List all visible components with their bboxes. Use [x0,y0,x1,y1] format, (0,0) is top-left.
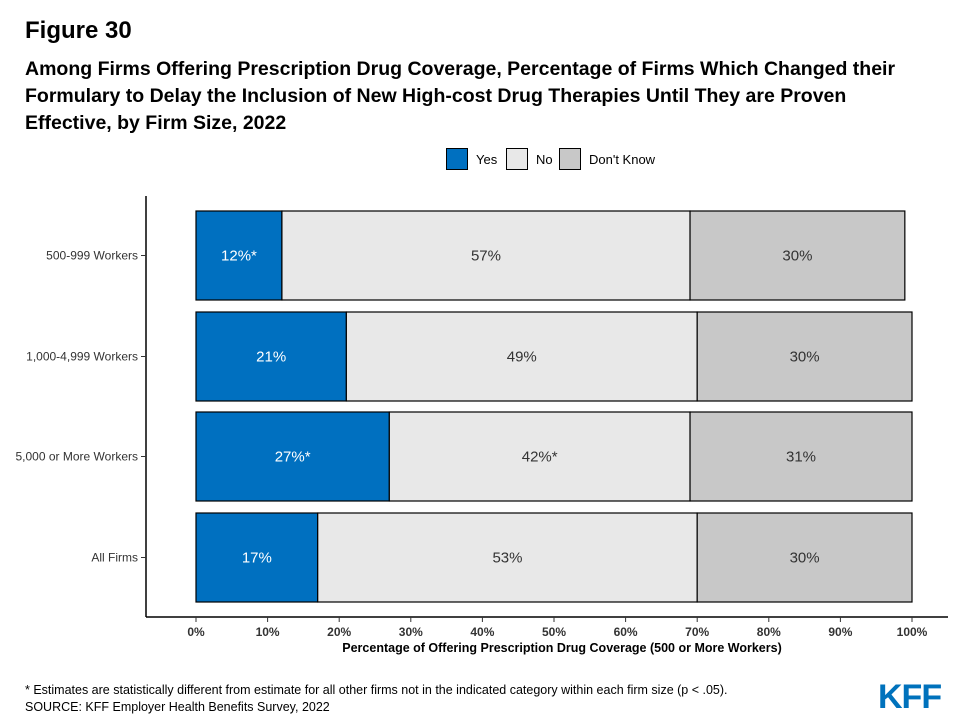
y-tick-label-1-000-4-999-workers: 1,000-4,999 Workers [26,350,138,364]
x-axis-title: Percentage of Offering Prescription Drug… [342,641,781,655]
x-tick-label: 10% [256,625,280,639]
x-tick-label: 50% [542,625,566,639]
x-tick-label: 30% [399,625,423,639]
bar-don-t-know-all-firms [696,512,913,603]
data-label-no-all-firms: 53% [492,550,522,567]
bar-no-5-000-or-more-workers [388,411,691,502]
x-tick-label: 20% [327,625,351,639]
data-label-no-5-000-or-more-workers: 42%* [522,449,558,466]
data-label-don-t-know-1-000-4-999-workers: 30% [790,349,820,366]
y-tick-label-500-999-workers: 500-999 Workers [46,249,138,263]
data-label-yes-all-firms: 17% [242,550,272,567]
title-line-3: Effective, by Firm Size, 2022 [25,112,287,134]
bar-yes-all-firms [195,512,319,603]
bar-no-500-999-workers [281,210,691,301]
footnote: * Estimates are statistically different … [25,683,728,697]
chart-legend: Yes No Don't Know [0,148,960,172]
data-label-yes-5-000-or-more-workers: 27%* [275,449,311,466]
bar-don-t-know-500-999-workers [689,210,906,301]
kff-logo: KFF [878,678,942,716]
data-label-don-t-know-500-999-workers: 30% [782,248,812,265]
data-label-don-t-know-all-firms: 30% [790,550,820,567]
x-tick-label: 90% [828,625,852,639]
bar-don-t-know-1-000-4-999-workers [696,311,913,402]
bar-yes-500-999-workers [195,210,283,301]
x-tick-label: 100% [897,625,928,639]
legend-swatch-no [506,148,528,170]
x-tick-label: 0% [187,625,205,639]
x-tick-label: 60% [614,625,638,639]
bar-no-1-000-4-999-workers [345,311,698,402]
bar-yes-5-000-or-more-workers [195,411,390,502]
bar-no-all-firms [317,512,698,603]
source-note: SOURCE: KFF Employer Health Benefits Sur… [25,700,330,714]
legend-swatch-yes [446,148,468,170]
data-label-yes-500-999-workers: 12%* [221,248,257,265]
data-label-no-1-000-4-999-workers: 49% [507,349,537,366]
legend-swatch-dont-know [559,148,581,170]
data-label-no-500-999-workers: 57% [471,248,501,265]
x-tick-label: 40% [470,625,494,639]
legend-label-no: No [536,152,553,167]
bar-don-t-know-5-000-or-more-workers [689,411,913,502]
title-line-1: Among Firms Offering Prescription Drug C… [25,58,896,80]
y-tick-label-all-firms: All Firms [91,551,138,565]
bar-yes-1-000-4-999-workers [195,311,347,402]
legend-label-dont-know: Don't Know [589,152,656,167]
x-tick-label: 80% [757,625,781,639]
title-line-2: Formulary to Delay the Inclusion of New … [25,85,847,107]
y-tick-label-5-000-or-more-workers: 5,000 or More Workers [16,450,139,464]
data-label-don-t-know-5-000-or-more-workers: 31% [786,449,816,466]
figure-label: Figure 30 [25,17,132,44]
legend-label-yes: Yes [476,152,498,167]
chart-title: Among Firms Offering Prescription Drug C… [25,56,935,137]
x-tick-label: 70% [685,625,709,639]
data-label-yes-1-000-4-999-workers: 21% [256,349,286,366]
